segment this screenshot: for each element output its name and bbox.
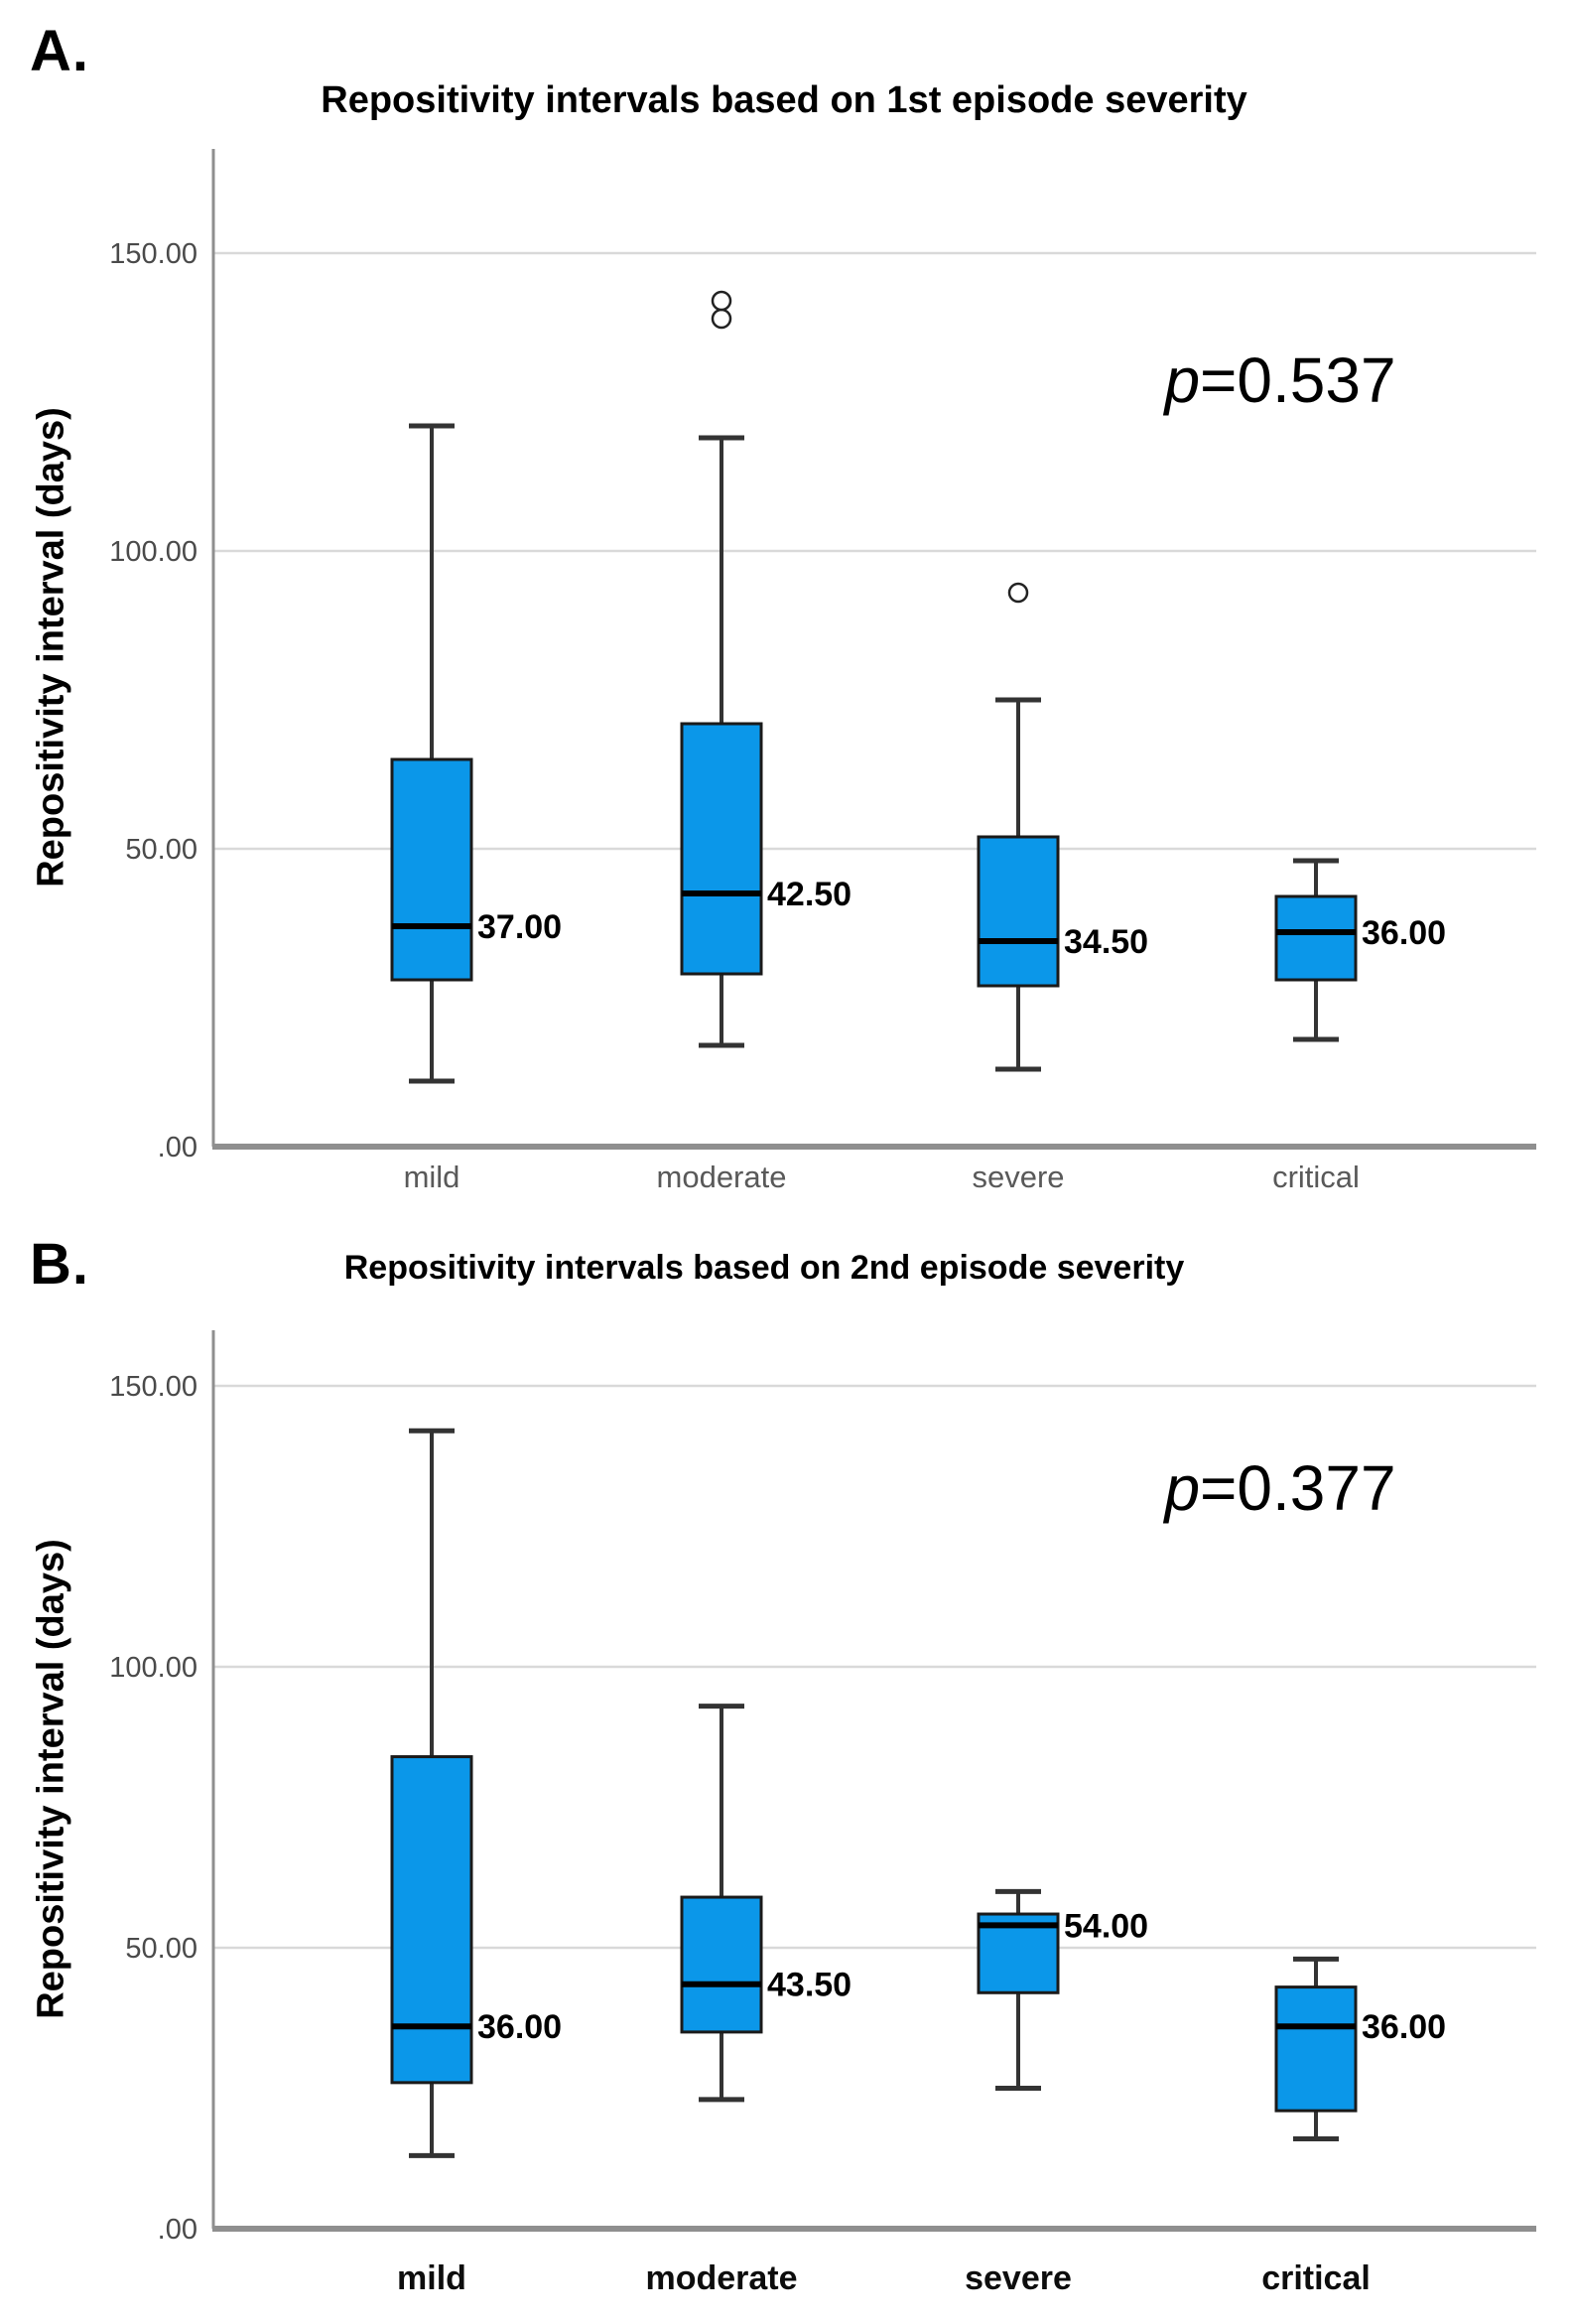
y-tick-label: 150.00 (109, 1371, 197, 1403)
median-label: 43.50 (767, 1967, 852, 2004)
median-label: 54.00 (1064, 1907, 1148, 1945)
x-category-label: mild (397, 2259, 466, 2297)
x-category-label: severe (965, 2259, 1072, 2297)
box-iqr (1274, 1985, 1358, 2113)
y-tick-label: 100.00 (109, 1652, 197, 1684)
y-tick-label: .00 (158, 1132, 197, 1163)
outlier-point (1007, 582, 1029, 604)
median-label: 36.00 (1362, 914, 1446, 952)
median-label: 42.50 (767, 876, 852, 913)
y-tick-label: 50.00 (125, 1933, 197, 1965)
median-label: 37.00 (477, 908, 562, 946)
p-value-text: =0.377 (1200, 1452, 1396, 1524)
x-category-label: severe (972, 1160, 1064, 1194)
box-iqr (680, 1895, 763, 2034)
box-iqr (390, 1755, 473, 2085)
x-category-label: moderate (645, 2259, 797, 2297)
box-iqr (680, 722, 763, 976)
panel-b-title: Repositivity intervals based on 2nd epis… (343, 1249, 1185, 1287)
outlier-point (711, 290, 732, 312)
x-category-label: critical (1261, 2259, 1371, 2297)
box-iqr (390, 757, 473, 982)
panel-b-p-value: p=0.377 (1092, 1451, 1469, 1525)
panel-a-p-value: p=0.537 (1092, 343, 1469, 417)
y-tick-label: 50.00 (125, 834, 197, 866)
y-tick-label: 100.00 (109, 536, 197, 568)
y-tick-label: .00 (158, 2214, 197, 2246)
x-category-label: mild (404, 1160, 460, 1194)
p-value-text: =0.537 (1200, 344, 1396, 416)
median-label: 36.00 (1362, 2008, 1446, 2046)
x-category-label: critical (1272, 1160, 1360, 1194)
p-symbol: p (1164, 1452, 1201, 1524)
box-iqr (1274, 894, 1358, 982)
panel-b-letter: B. (30, 1232, 89, 1297)
median-label: 34.50 (1064, 923, 1148, 961)
box-iqr (977, 835, 1060, 988)
panel-a-title: Repositivity intervals based on 1st epis… (321, 79, 1247, 121)
panel-a-letter: A. (30, 19, 89, 83)
x-category-label: moderate (657, 1160, 787, 1194)
p-symbol: p (1164, 344, 1201, 416)
y-tick-label: 150.00 (109, 238, 197, 270)
median-label: 36.00 (477, 2008, 562, 2046)
